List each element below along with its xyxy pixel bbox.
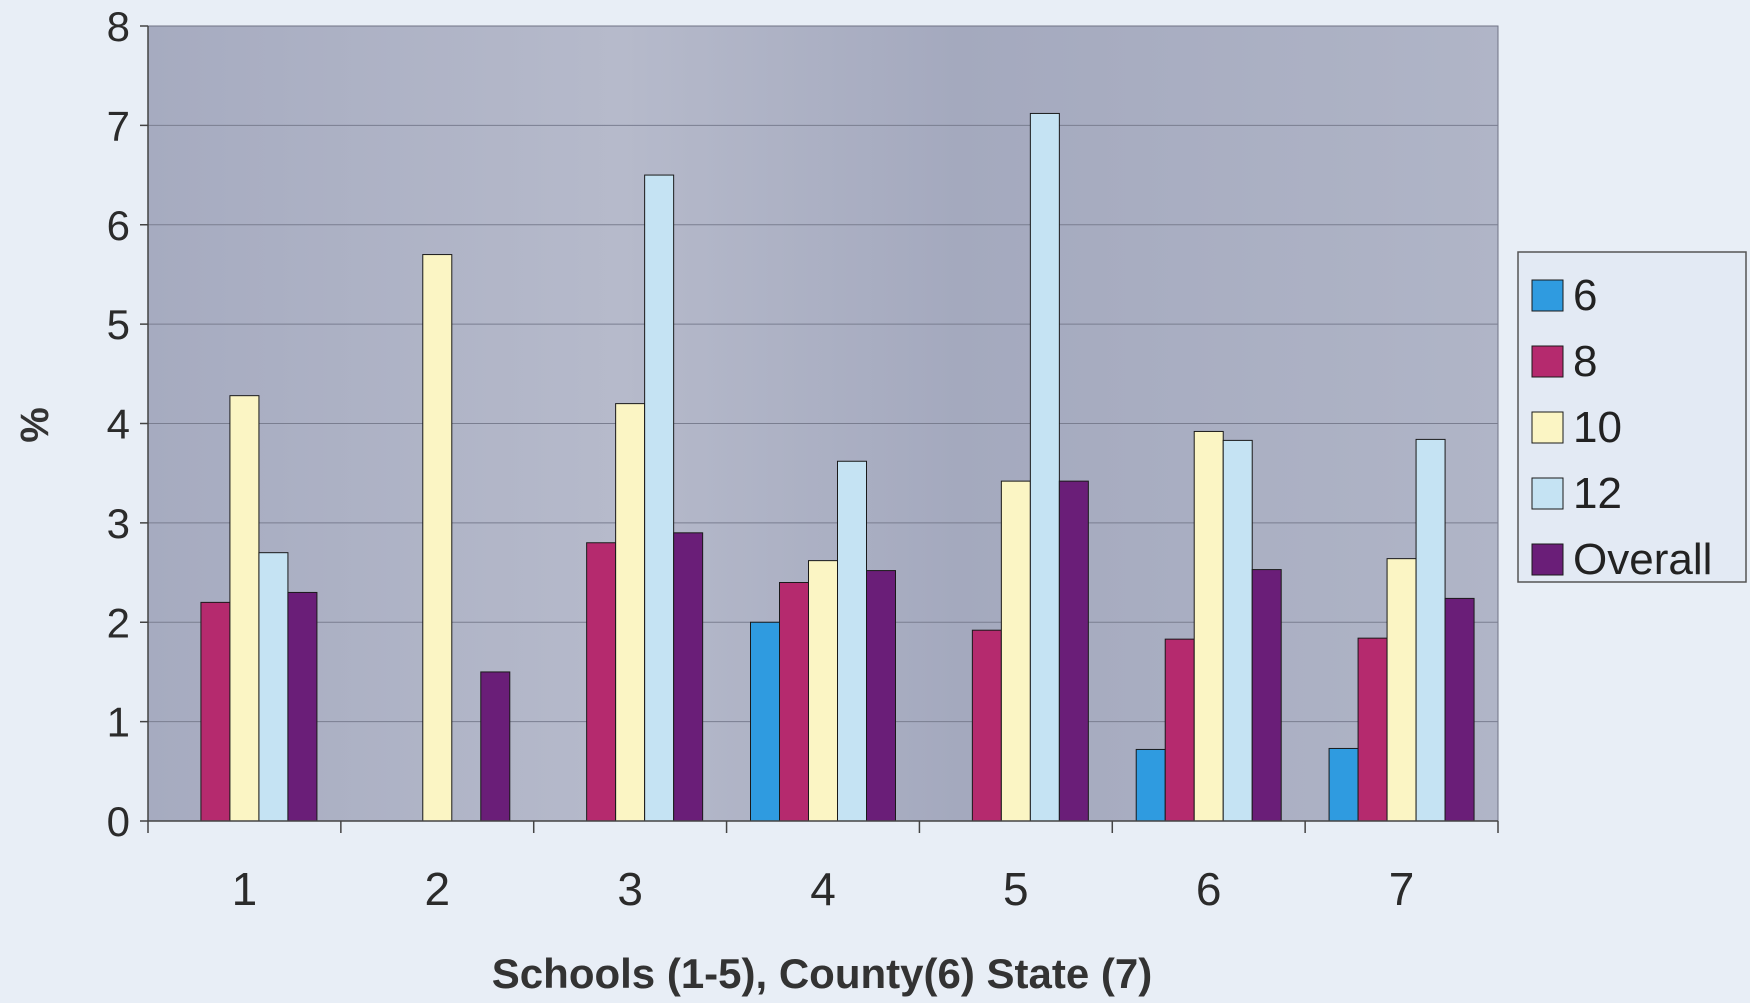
bar-8-cat-7	[1357, 637, 1388, 822]
legend-label: 8	[1573, 337, 1597, 386]
bar-12-cat-5	[1029, 112, 1060, 822]
bars	[200, 112, 1475, 822]
y-tick-label: 7	[107, 102, 130, 149]
y-tick-label: 8	[107, 3, 130, 50]
legend-swatch	[1531, 345, 1564, 378]
x-tick-label: 1	[232, 863, 258, 915]
x-tick-label: 4	[810, 863, 836, 915]
bar-10-cat-4	[808, 560, 838, 822]
legend-swatch	[1531, 543, 1564, 576]
bar-overall-cat-6	[1251, 569, 1282, 822]
y-tick-label: 0	[107, 798, 130, 845]
bar-12-cat-6	[1222, 439, 1253, 822]
y-tick-label: 5	[107, 301, 130, 348]
bar-12-cat-1	[258, 552, 289, 822]
legend-swatch	[1531, 477, 1564, 510]
x-tick-label: 7	[1389, 863, 1415, 915]
x-tick-label: 6	[1196, 863, 1222, 915]
bar-overall-cat-2	[480, 671, 511, 822]
bar-10-cat-6	[1193, 430, 1224, 822]
bar-overall-cat-5	[1058, 480, 1089, 822]
bar-10-cat-5	[1000, 480, 1031, 822]
bar-8-cat-6	[1164, 638, 1195, 822]
bar-8-cat-4	[779, 582, 809, 822]
bar-10-cat-1	[229, 395, 260, 822]
bar-8-cat-3	[586, 542, 617, 822]
legend-label: Overall	[1573, 535, 1712, 584]
bar-10-cat-7	[1386, 558, 1417, 822]
bar-6-cat-4	[750, 621, 780, 822]
bar-overall-cat-3	[673, 532, 704, 822]
bar-overall-cat-1	[287, 591, 318, 822]
bar-8-cat-1	[200, 601, 231, 822]
bar-12-cat-7	[1415, 438, 1446, 822]
legend-label: 10	[1573, 403, 1622, 452]
x-tick-label: 5	[1003, 863, 1029, 915]
y-tick-label: 3	[107, 500, 130, 547]
y-tick-label: 1	[107, 699, 130, 746]
bar-6-cat-6	[1135, 748, 1166, 822]
bar-12-cat-4	[837, 460, 867, 822]
bar-6-cat-7	[1328, 747, 1359, 822]
bar-overall-cat-7	[1444, 597, 1475, 822]
bar-12-cat-3	[644, 174, 675, 822]
legend-swatch	[1531, 411, 1564, 444]
y-axis-title: %	[13, 407, 57, 443]
legend-label: 6	[1573, 271, 1597, 320]
axes: 0 1 2 3 4 5 6 7 8 1 2 3 4 5 6 7	[107, 3, 1499, 915]
bar-10-cat-3	[615, 403, 646, 822]
bar-8-cat-5	[971, 629, 1002, 822]
legend-swatch	[1531, 279, 1564, 312]
legend: 6 8 10 12 Overall	[1517, 251, 1747, 584]
x-axis-title: Schools (1-5), County(6) State (7)	[492, 950, 1152, 997]
legend-label: 12	[1573, 469, 1622, 518]
y-tick-label: 2	[107, 599, 130, 646]
bar-overall-cat-4	[866, 570, 896, 822]
x-tick-label: 2	[424, 863, 450, 915]
bar-10-cat-2	[422, 254, 453, 822]
y-tick-label: 6	[107, 202, 130, 249]
y-tick-label: 4	[107, 401, 130, 448]
x-tick-label: 3	[617, 863, 643, 915]
